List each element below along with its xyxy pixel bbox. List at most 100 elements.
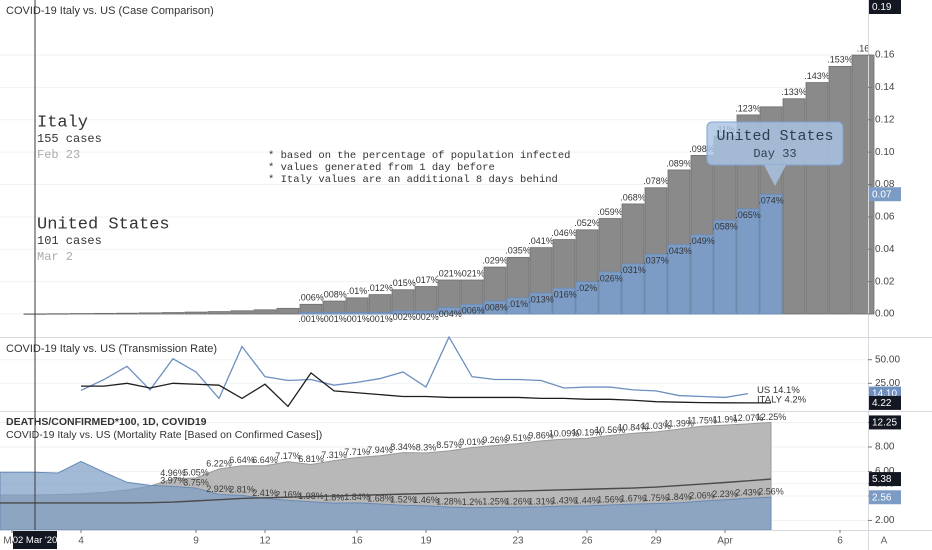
- y-tick-label: 0.06: [875, 212, 895, 223]
- series-annotation: United States: [37, 215, 170, 234]
- price-tag-label: 2.56: [872, 492, 892, 503]
- x-tick-label: 16: [351, 536, 363, 547]
- data-label: .015%: [390, 278, 416, 288]
- series-annotation: 101 cases: [37, 234, 102, 248]
- series-annotation: Mar 2: [37, 250, 73, 264]
- data-label: .153%: [827, 55, 853, 65]
- data-label: .068%: [620, 192, 646, 202]
- tooltip-pointer: [764, 165, 786, 186]
- bar: [69, 313, 93, 315]
- data-label: 1.2%: [462, 497, 483, 507]
- tooltip: United States Day 33: [706, 121, 844, 186]
- pane-title: COVID-19 Italy vs. US (Transmission Rate…: [6, 343, 217, 355]
- data-label: 1.67%: [620, 494, 646, 504]
- data-label: .01%: [508, 299, 529, 309]
- data-label: .058%: [712, 222, 738, 232]
- bar: [276, 307, 300, 315]
- data-label: 12.25%: [756, 412, 787, 422]
- data-label: 1.28%: [436, 497, 462, 507]
- bar: [161, 312, 185, 315]
- bar: [46, 313, 70, 315]
- data-label: 1.26%: [505, 497, 531, 507]
- data-label: .002%: [413, 312, 439, 322]
- data-label: 11.03%: [641, 421, 671, 431]
- data-label: 1.84%: [344, 492, 370, 502]
- y-tick-label: 0.08: [875, 179, 895, 190]
- data-label: .133%: [781, 87, 807, 97]
- data-label: 6.22%: [206, 458, 232, 468]
- x-tick-label: 12: [259, 536, 271, 547]
- bar: [460, 303, 484, 315]
- data-label: .123%: [735, 103, 761, 113]
- line: [80, 335, 749, 400]
- y-tick-label: 0.12: [875, 114, 895, 125]
- bar: [483, 300, 507, 315]
- data-label: 1.52%: [390, 495, 416, 505]
- data-label: 1.46%: [413, 495, 439, 505]
- data-label: .078%: [643, 176, 669, 186]
- annotations: COVID-19 Italy vs. US (Case Comparison) …: [6, 0, 844, 530]
- data-label: .037%: [643, 256, 669, 266]
- data-label: 2.81%: [229, 485, 255, 495]
- crosshair-date-tag: [13, 531, 57, 549]
- data-label: 7.71%: [344, 447, 370, 457]
- data-label: .043%: [666, 246, 692, 256]
- price-tag: [869, 0, 901, 14]
- price-tag: [869, 395, 901, 410]
- data-label: .059%: [597, 207, 623, 217]
- pane-title: COVID-19 Italy vs. US (Case Comparison): [6, 5, 214, 17]
- y-tick-label: 0.16: [875, 50, 895, 61]
- data-label: .012%: [367, 283, 393, 293]
- bar: [322, 311, 346, 315]
- series-annotation: 155 cases: [37, 132, 102, 146]
- price-tag-label: 14.10: [872, 389, 897, 400]
- data-label: 7.31%: [321, 450, 347, 460]
- data-label: .001%: [344, 314, 370, 324]
- x-tick-label: 19: [420, 536, 432, 547]
- data-label: 2.23%: [712, 489, 738, 499]
- bar: [437, 307, 461, 315]
- bar: [345, 311, 369, 315]
- data-label: .074%: [758, 196, 784, 206]
- x-tick-label: 29: [650, 536, 662, 547]
- pane-title: DEATHS/CONFIRMED*100, 1D, COVID19: [6, 416, 207, 428]
- x-tick-label: 26: [581, 536, 593, 547]
- tooltip-label: Day 33: [753, 147, 796, 161]
- data-label: 10.09%: [549, 428, 580, 438]
- bar: [759, 193, 783, 315]
- bar: [207, 311, 231, 315]
- bar: [805, 82, 829, 315]
- price-tag-label: 12.25: [872, 418, 897, 429]
- bar: [368, 294, 392, 315]
- x-tick-label: Mar: [3, 536, 21, 547]
- data-label: 2.16%: [275, 490, 301, 500]
- data-label: 7.94%: [367, 445, 393, 455]
- bar: [667, 244, 691, 315]
- data-label: .017%: [413, 275, 439, 285]
- line: [81, 371, 772, 408]
- data-label: .041%: [528, 236, 554, 246]
- data-label: 3.97%: [160, 476, 186, 486]
- y-tick-label: 0.00: [875, 309, 895, 320]
- pane-subtitle: COVID-19 Italy vs. US (Mortality Rate [B…: [6, 429, 322, 441]
- data-label: .006%: [298, 293, 324, 303]
- data-label: .016%: [551, 289, 577, 299]
- data-label: 8.57%: [436, 440, 462, 450]
- data-label: 7.17%: [275, 451, 301, 461]
- x-tick-label: Apr: [717, 536, 733, 547]
- data-label: 1.25%: [482, 497, 508, 507]
- note: * values generated from 1 day before: [268, 162, 495, 174]
- auto-scale-button[interactable]: A: [881, 536, 888, 547]
- data-label: 4.96%: [160, 468, 186, 478]
- line-end-label: US 14.1%: [757, 385, 800, 396]
- data-label: .089%: [666, 158, 692, 168]
- data-label: .013%: [528, 294, 554, 304]
- series-annotation: Italy: [37, 113, 88, 132]
- data-label: 11.75%: [687, 416, 717, 426]
- data-label: 1.68%: [367, 493, 393, 503]
- bar: [713, 219, 737, 315]
- bar: [414, 286, 438, 315]
- data-label: .021%: [436, 268, 462, 278]
- data-label: 9.86%: [528, 430, 554, 440]
- data-label: .049%: [689, 236, 715, 246]
